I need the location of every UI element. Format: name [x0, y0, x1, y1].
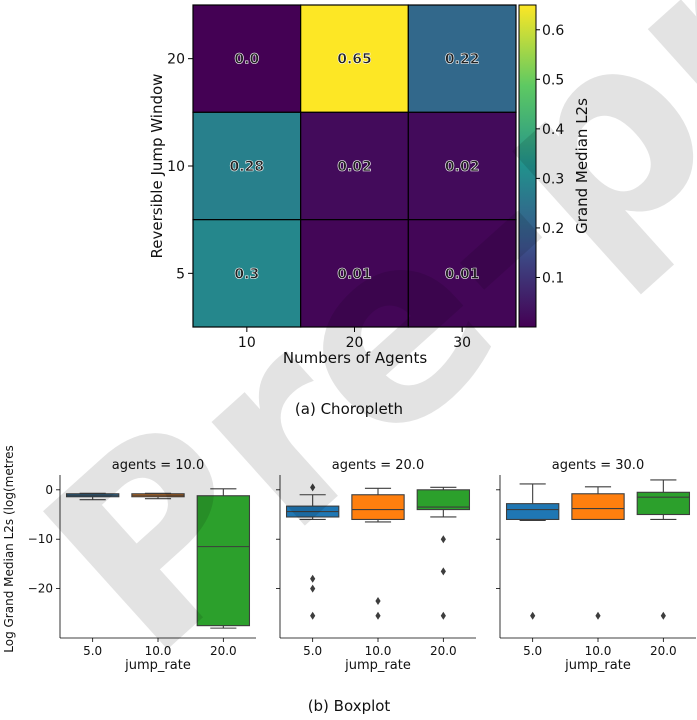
- x-tick-label: 10.0: [585, 644, 612, 658]
- boxplot-panels: agents = 10.0 0 −10 −20 5.0 10.0 20.0 jump_rate…: [28, 458, 696, 673]
- boxplot-x-axis-label: jump_rate: [344, 658, 411, 673]
- box-iqr: [636, 491, 691, 516]
- boxplot-panel: agents = 20.0 5.0 10.0 20.0 jump_rate: [276, 458, 476, 673]
- heatmap-cell: [407, 111, 517, 221]
- x-tick-label: 10.0: [365, 644, 392, 658]
- colorbar-gradient: [518, 4, 537, 328]
- y-tick-label: −10: [28, 532, 53, 546]
- boxplot-panel: agents = 30.0 5.0 10.0 20.0 jump_rate: [496, 458, 696, 673]
- outlier-point: [440, 567, 446, 576]
- heatmap-x-ticks: 10 20 30: [238, 327, 471, 351]
- caption-boxplot: (b) Boxplot: [308, 697, 391, 715]
- boxplot-panel-title: agents = 20.0: [332, 458, 424, 473]
- x-tick-label: 20.0: [430, 644, 457, 658]
- heatmap-cell-label: 0.65: [337, 52, 372, 68]
- colorbar-tick-label: 0.2: [542, 221, 564, 237]
- heatmap-cell: [192, 4, 302, 113]
- x-tick-label: 10.0: [145, 644, 172, 658]
- heatmap-x-axis-label: Numbers of Agents: [283, 349, 427, 367]
- colorbar-ticks: 0.1 0.2 0.3 0.4 0.5 0.6: [536, 23, 564, 286]
- heatmap-cell-label: 0.0: [234, 52, 259, 68]
- colorbar-tick-label: 0.4: [542, 122, 564, 138]
- outlier-point: [375, 611, 381, 620]
- outlier-point: [530, 611, 536, 620]
- heatmap-x-tick-label: 30: [453, 335, 471, 351]
- heatmap-y-tick-label: 20: [167, 52, 185, 68]
- heatmap-cell-label: 0.22: [445, 52, 480, 68]
- boxplot-x-axis-label: jump_rate: [564, 658, 631, 673]
- heatmap-cell: [192, 111, 302, 221]
- colorbar: 0.1 0.2 0.3 0.4 0.5 0.6 Grand Median L2s: [518, 4, 591, 328]
- outlier-point: [375, 596, 381, 605]
- outlier-point: [660, 611, 666, 620]
- heatmap-cell-label: 0.28: [230, 159, 265, 175]
- x-tick-label: 5.0: [523, 644, 542, 658]
- heatmap-y-tick-label: 10: [167, 159, 185, 175]
- heatmap-cell-label: 0.02: [445, 159, 480, 175]
- heatmap-x-tick-label: 10: [238, 335, 256, 351]
- heatmap-cells: [192, 4, 517, 328]
- boxplot-chart: agents = 10.0 0 −10 −20 5.0 10.0 20.0 jump_rate…: [2, 445, 696, 673]
- boxplot-x-axis-label: jump_rate: [124, 658, 191, 673]
- box-iqr: [351, 494, 405, 521]
- heatmap-cell-label: 0.3: [234, 266, 259, 282]
- heatmap-y-tick-label: 5: [176, 266, 185, 282]
- outlier-point: [310, 611, 316, 620]
- heatmap-x-tick-label: 20: [346, 335, 364, 351]
- box-iqr: [196, 495, 251, 627]
- heatmap-y-axis-label: Reversible Jump Window: [148, 74, 166, 259]
- heatmap-cell-label: 0.02: [337, 159, 372, 175]
- boxplot-panel-title: agents = 30.0: [552, 458, 644, 473]
- heatmap-cell: [300, 111, 409, 221]
- colorbar-label: Grand Median L2s: [573, 98, 591, 234]
- outlier-point: [310, 584, 316, 593]
- heatmap-y-ticks: 20 10 5: [167, 52, 193, 282]
- outlier-point: [595, 611, 601, 620]
- x-tick-label: 5.0: [303, 644, 322, 658]
- colorbar-tick-label: 0.5: [542, 72, 564, 88]
- y-tick-label: −20: [28, 582, 53, 596]
- colorbar-tick-label: 0.6: [542, 23, 564, 39]
- y-tick-label: 0: [45, 483, 53, 497]
- heatmap-cell-label: 0.01: [337, 266, 372, 282]
- boxplot-panel-title: agents = 10.0: [112, 458, 204, 473]
- colorbar-tick-label: 0.3: [542, 171, 564, 187]
- heatmap-cell-labels: 0.0 0.65 0.22 0.28 0.02 0.02 0.3 0.01 0.01: [229, 51, 480, 282]
- x-tick-label: 5.0: [83, 644, 102, 658]
- outlier-point: [310, 483, 316, 492]
- boxplot-y-axis-label: Log Grand Median L2s (log(metres: [2, 445, 16, 652]
- boxplot-panel: agents = 10.0 0 −10 −20 5.0 10.0 20.0 jump_rate: [28, 458, 256, 673]
- heatmap-cell: [300, 4, 409, 113]
- heatmap-cell-label: 0.01: [445, 266, 480, 282]
- colorbar-tick-label: 0.1: [542, 270, 564, 286]
- caption-choropleth: (a) Choropleth: [295, 400, 403, 418]
- outlier-point: [440, 535, 446, 544]
- x-tick-label: 20.0: [650, 644, 677, 658]
- outlier-point: [440, 611, 446, 620]
- heatmap-cell: [300, 219, 409, 328]
- heatmap-chart: 0.0 0.65 0.220.28 0.02 0.020.3 0.01 0.01 10 20 3…: [148, 4, 591, 367]
- box-iqr: [571, 493, 625, 521]
- outlier-point: [310, 574, 316, 583]
- box-iqr: [505, 503, 560, 521]
- x-tick-label: 20.0: [210, 644, 237, 658]
- box-iqr: [416, 489, 471, 511]
